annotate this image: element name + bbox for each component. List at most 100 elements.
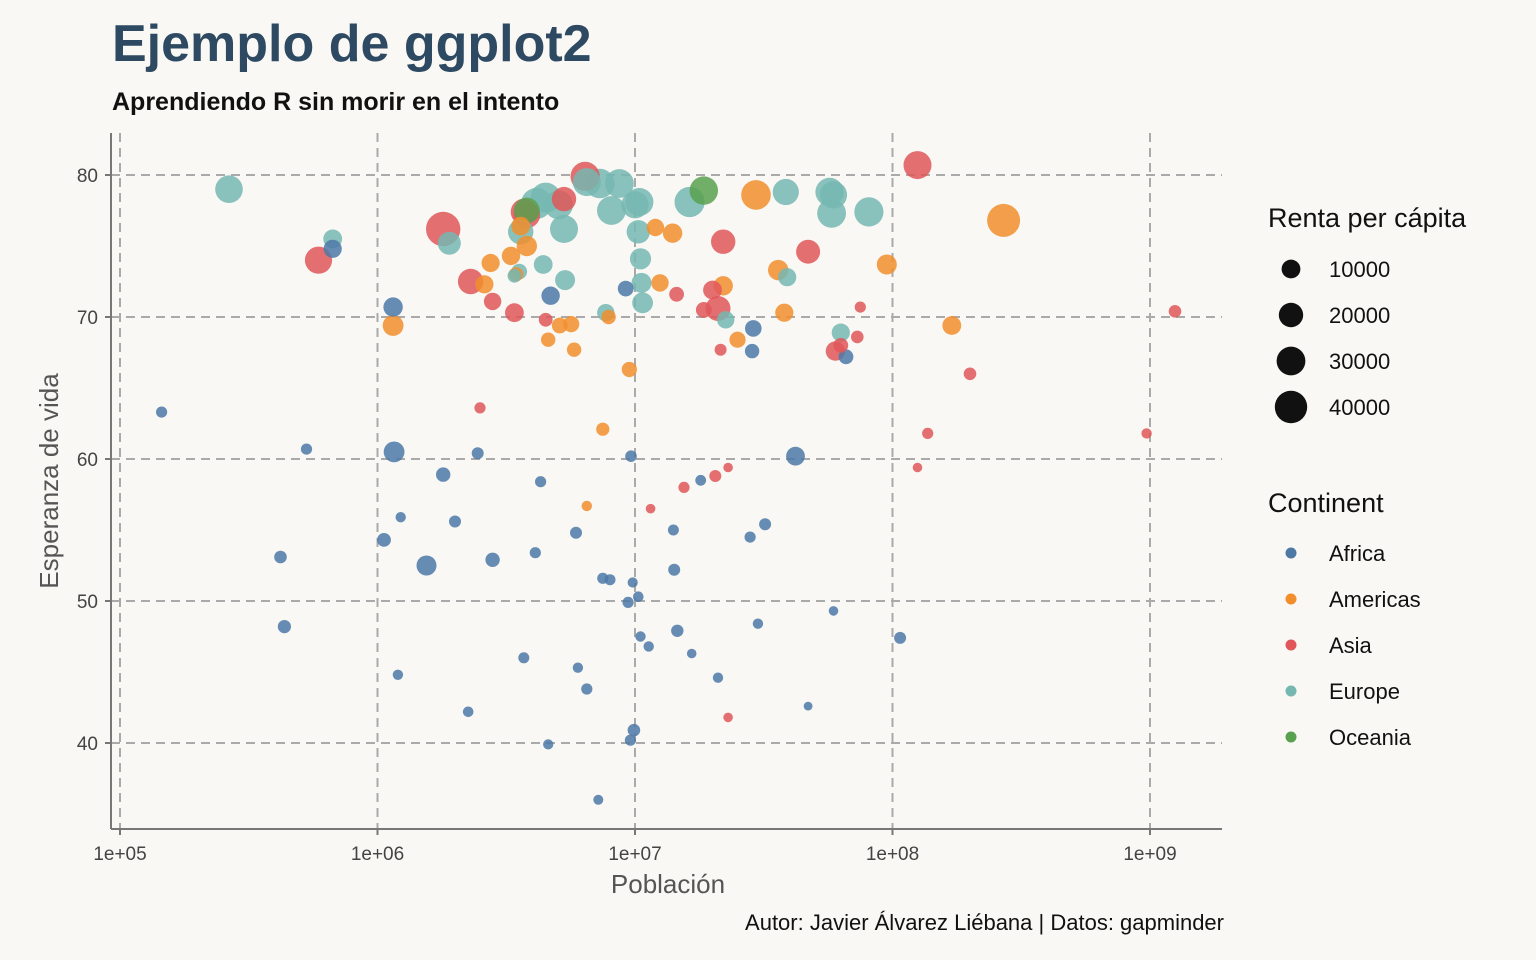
data-point-asia [695,302,712,318]
data-point-europe [550,215,578,243]
y-axis-title: Esperanza de vida [34,373,64,589]
data-point-asia [851,330,864,344]
data-point-africa [752,618,764,629]
y-tick-label: 80 [77,166,98,187]
data-point-europe [215,175,243,203]
data-point-europe [572,168,601,197]
data-point-africa [543,739,554,750]
data-point-africa [383,297,403,317]
data-point-asia [796,239,821,264]
y-tick-label: 70 [77,308,98,329]
y-tick-label: 60 [77,450,98,471]
gridlines [111,133,1222,829]
data-point-africa [838,349,854,365]
legend: Renta per cápita Continent 10000 20000 300… [1268,203,1467,750]
data-point-africa [471,447,484,460]
data-point-europe [621,191,649,219]
color-legend-label: Africa [1329,541,1386,566]
data-points [156,151,1182,805]
data-point-europe [854,197,884,227]
size-legend-key [1274,390,1308,424]
data-point-asia [854,301,866,313]
chart-caption: Autor: Javier Álvarez Liébana | Datos: g… [745,910,1224,935]
data-point-africa [624,734,637,746]
axes [110,133,1222,830]
x-tick-label: 1e+07 [608,844,661,865]
data-point-americas [511,216,531,236]
size-legend-label: 20000 [1329,303,1390,328]
data-point-asia [922,427,934,439]
data-point-americas [382,315,404,336]
data-point-europe [597,196,626,225]
data-point-africa [529,547,541,559]
data-point-africa [894,631,907,644]
data-point-asia [1141,428,1152,439]
data-point-americas [566,342,582,357]
data-point-americas [481,253,500,273]
data-point-africa [744,343,760,359]
data-point-europe [437,231,461,255]
data-point-americas [662,223,683,243]
data-point-africa [625,450,637,463]
data-point-europe [631,272,652,293]
data-point-europe [507,268,522,283]
data-point-americas [475,275,494,294]
data-point-asia [912,462,923,473]
data-point-asia [711,229,736,254]
data-point-africa [277,620,291,634]
data-point-europe [632,292,653,314]
data-point-africa [744,531,756,543]
data-point-americas [501,246,521,266]
size-legend-key [1278,302,1304,328]
data-point-africa [449,515,461,528]
data-point-africa [392,669,404,680]
data-point-oceania [689,176,718,205]
data-point-africa [786,446,805,466]
data-point-asia [645,503,656,514]
data-point-europe [831,323,850,342]
data-point-africa [541,286,560,305]
color-legend-key [1285,731,1297,743]
data-point-americas [581,500,592,512]
data-point-africa [593,794,604,805]
y-tick-label: 40 [77,734,98,755]
data-point-americas [646,218,665,237]
data-point-africa [627,577,638,588]
size-legend-title: Renta per cápita [1268,203,1467,233]
y-tick-label: 50 [77,592,98,613]
data-point-africa [156,406,168,418]
data-point-asia [538,312,553,327]
data-point-asia [709,470,722,482]
data-point-asia [833,338,849,353]
data-point-africa [643,641,654,652]
data-point-africa [570,526,582,539]
data-point-americas [621,361,637,378]
size-legend-key [1281,259,1301,279]
size-legend-key [1276,346,1306,376]
data-point-africa [712,672,724,683]
data-point-africa [383,441,405,463]
data-point-africa [745,320,762,337]
data-point-europe [629,248,652,270]
data-point-americas [775,303,794,322]
data-point-africa [622,596,634,609]
data-point-africa [395,512,406,523]
data-point-asia [551,186,577,212]
data-point-africa [572,662,584,673]
data-point-africa [377,533,391,547]
data-point-asia [723,712,733,723]
color-legend-key [1285,685,1297,697]
data-point-europe [717,311,735,329]
data-point-africa [828,606,839,616]
data-point-africa [535,476,547,488]
data-point-africa [518,652,530,664]
color-legend-key [1285,593,1297,605]
x-tick-label: 1e+08 [866,844,919,865]
data-point-americas [876,254,897,275]
data-point-europe [778,268,797,287]
chart-title: Ejemplo de ggplot2 [112,15,592,73]
data-point-asia [483,292,502,311]
data-point-asia [678,481,690,493]
data-point-asia [669,286,684,302]
